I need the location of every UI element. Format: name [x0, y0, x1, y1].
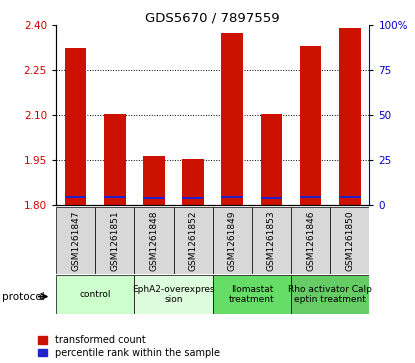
- Bar: [65, 48, 86, 205]
- Text: protocol: protocol: [2, 291, 45, 302]
- Bar: [143, 156, 165, 205]
- Text: EphA2-overexpres
sion: EphA2-overexpres sion: [132, 285, 215, 304]
- Bar: [300, 46, 321, 205]
- Text: Ilomastat
treatment: Ilomastat treatment: [229, 285, 275, 304]
- Text: GSM1261849: GSM1261849: [228, 210, 237, 271]
- Text: GSM1261853: GSM1261853: [267, 210, 276, 271]
- Bar: [65, 196, 86, 197]
- Bar: [56, 275, 134, 314]
- Title: GDS5670 / 7897559: GDS5670 / 7897559: [145, 11, 280, 24]
- Bar: [104, 114, 126, 205]
- Bar: [261, 197, 282, 199]
- Bar: [213, 275, 291, 314]
- Bar: [134, 207, 173, 274]
- Legend: transformed count, percentile rank within the sample: transformed count, percentile rank withi…: [38, 335, 220, 358]
- Bar: [104, 196, 126, 197]
- Text: control: control: [79, 290, 111, 299]
- Bar: [143, 197, 165, 199]
- Text: GSM1261851: GSM1261851: [110, 210, 119, 271]
- Bar: [213, 207, 252, 274]
- Bar: [173, 207, 213, 274]
- Bar: [291, 275, 369, 314]
- Bar: [339, 28, 361, 205]
- Bar: [330, 207, 369, 274]
- Text: GSM1261850: GSM1261850: [345, 210, 354, 271]
- Bar: [261, 114, 282, 205]
- Bar: [56, 207, 95, 274]
- Bar: [182, 197, 204, 199]
- Text: GSM1261847: GSM1261847: [71, 210, 80, 271]
- Bar: [182, 159, 204, 205]
- Bar: [222, 33, 243, 205]
- Bar: [300, 196, 321, 197]
- Text: Rho activator Calp
eptin treatment: Rho activator Calp eptin treatment: [288, 285, 372, 304]
- Bar: [339, 196, 361, 197]
- Bar: [134, 275, 213, 314]
- Bar: [252, 207, 291, 274]
- Bar: [291, 207, 330, 274]
- Bar: [95, 207, 134, 274]
- Bar: [222, 196, 243, 197]
- Text: GSM1261848: GSM1261848: [149, 210, 159, 271]
- Text: GSM1261852: GSM1261852: [188, 210, 198, 271]
- Text: GSM1261846: GSM1261846: [306, 210, 315, 271]
